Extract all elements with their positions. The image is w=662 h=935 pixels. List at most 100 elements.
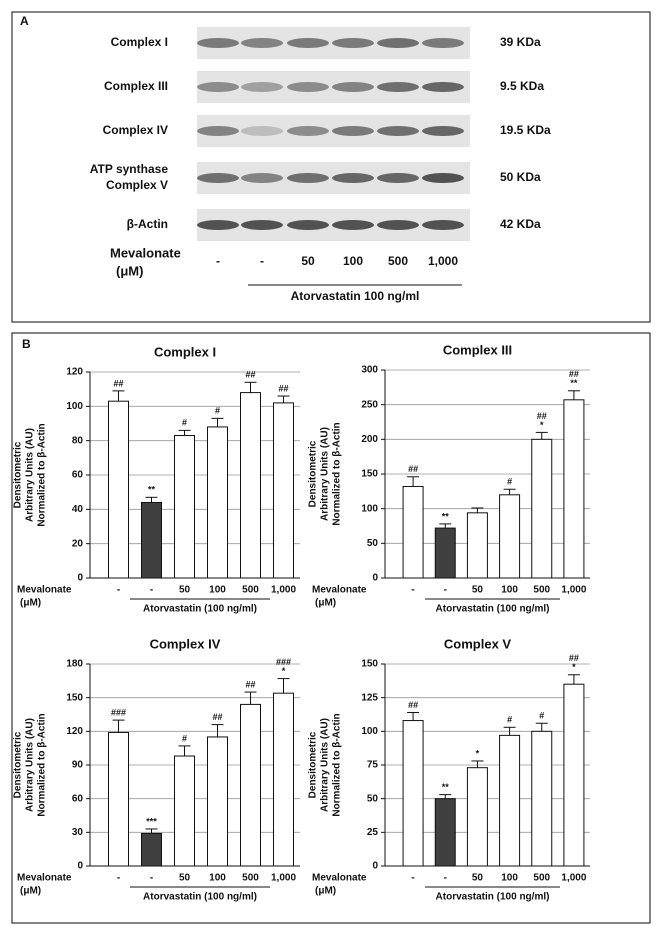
blot-band <box>197 220 239 230</box>
y-tick-label: 75 <box>367 760 379 771</box>
bar <box>141 832 162 867</box>
x-tick-label: - <box>444 585 447 596</box>
blot-row-label: Complex I <box>111 35 168 49</box>
x-tick-label: 1,000 <box>271 585 296 596</box>
blot-size-label: 39 KDa <box>500 35 541 49</box>
blot-band <box>377 38 419 48</box>
blot-band <box>287 173 329 183</box>
blot-band <box>197 173 239 183</box>
blot-band <box>377 173 419 183</box>
lane-label: 50 <box>301 254 315 268</box>
blot-band <box>422 173 464 183</box>
bar <box>563 683 585 867</box>
chart-title: Complex IV <box>150 636 221 651</box>
significance-mark: ## <box>278 383 288 393</box>
group-label: Atorvastatin 100 ng/ml <box>291 289 420 303</box>
x-tick-label: 100 <box>501 873 518 884</box>
blot-band <box>377 220 419 230</box>
significance-mark: * <box>540 420 544 430</box>
group-label: Atorvastatin (100 ng/ml) <box>143 892 257 903</box>
row-label: (μM) <box>315 886 336 897</box>
blot-row-label: ATP synthase <box>90 162 169 176</box>
y-tick-label: 100 <box>361 503 378 514</box>
blot-row-label: Complex V <box>106 178 168 192</box>
row-label: Mevalonate <box>17 585 72 596</box>
significance-mark: # <box>507 715 512 725</box>
y-tick-label: 25 <box>367 827 379 838</box>
blot-band <box>197 38 239 48</box>
significance-mark: ## <box>212 712 222 722</box>
blot-band <box>377 126 419 136</box>
blot-band <box>197 82 239 92</box>
y-tick-label: 40 <box>72 504 84 515</box>
significance-mark: ** <box>570 378 578 388</box>
y-tick-label: 250 <box>361 399 378 410</box>
y-axis-label: Normalized to β-Actin <box>332 422 343 525</box>
row-label: (μM) <box>315 598 336 609</box>
blot-band <box>332 38 374 48</box>
y-tick-label: 150 <box>361 659 378 670</box>
bar <box>402 485 424 579</box>
y-axis-label: Arbitrary Units (AU) <box>25 718 36 812</box>
blot-size-label: 50 KDa <box>500 170 541 184</box>
y-tick-label: 50 <box>367 538 379 549</box>
significance-mark: ** <box>442 782 450 792</box>
significance-mark: # <box>182 418 187 428</box>
blot-band <box>422 38 464 48</box>
significance-mark: # <box>182 733 187 743</box>
y-axis-label: Arbitrary Units (AU) <box>25 428 36 522</box>
blot-band <box>287 38 329 48</box>
bar <box>531 438 553 579</box>
bar <box>174 435 195 579</box>
y-tick-label: 100 <box>361 726 378 737</box>
blot-band <box>197 126 239 136</box>
blot-band <box>332 173 374 183</box>
y-tick-label: 200 <box>361 434 378 445</box>
significance-mark: ### <box>276 657 291 667</box>
bar <box>174 755 195 867</box>
x-tick-label: 1,000 <box>271 873 296 884</box>
lane-label: 500 <box>388 254 408 268</box>
bar <box>499 494 521 579</box>
significance-mark: ## <box>245 679 255 689</box>
row-label: Mevalonate <box>312 585 367 596</box>
x-tick-label: 50 <box>179 873 191 884</box>
y-tick-label: 150 <box>361 469 378 480</box>
y-axis-label: Densitometric <box>308 440 319 507</box>
y-tick-label: 80 <box>72 435 84 446</box>
blot-size-label: 42 KDa <box>500 217 541 231</box>
y-axis-label: Normalized to β-Actin <box>37 713 48 816</box>
y-axis-label: Normalized to β-Actin <box>332 713 343 816</box>
blot-band <box>241 38 283 48</box>
chart-title: Complex III <box>443 342 512 357</box>
lane-title: (μM) <box>116 263 143 278</box>
y-axis-label: Normalized to β-Actin <box>37 423 48 526</box>
chart-title: Complex I <box>154 344 216 359</box>
y-tick-label: 50 <box>367 793 379 804</box>
bar <box>531 730 553 867</box>
blot-band <box>422 82 464 92</box>
y-tick-label: 125 <box>361 692 378 703</box>
x-tick-label: 500 <box>533 873 550 884</box>
y-tick-label: 0 <box>372 573 378 584</box>
y-tick-label: 20 <box>72 538 84 549</box>
y-tick-label: 180 <box>66 659 83 670</box>
blot-size-label: 19.5 KDa <box>500 123 551 137</box>
y-tick-label: 120 <box>66 726 83 737</box>
panel-a-frame <box>11 11 651 323</box>
y-axis-label: Densitometric <box>13 731 24 798</box>
x-tick-label: 100 <box>209 873 226 884</box>
x-tick-label: - <box>150 585 153 596</box>
bar <box>240 703 261 867</box>
significance-mark: ** <box>148 485 156 495</box>
blot-size-label: 9.5 KDa <box>500 79 544 93</box>
bar <box>207 426 228 579</box>
lane-title: Mevalonate <box>110 245 181 260</box>
bar <box>402 720 424 867</box>
y-axis-label: Arbitrary Units (AU) <box>320 718 331 812</box>
bar <box>273 692 294 867</box>
blot-row-label: β-Actin <box>127 217 168 231</box>
y-tick-label: 0 <box>372 861 378 872</box>
row-label: (μM) <box>20 598 41 609</box>
bar <box>207 736 228 867</box>
